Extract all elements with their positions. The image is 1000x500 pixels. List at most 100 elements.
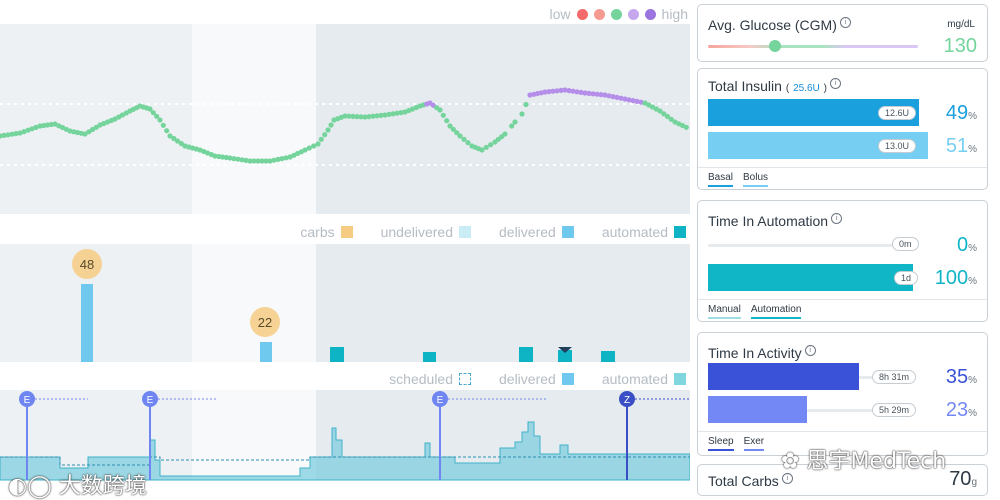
bolus-percent: 51% <box>945 135 977 157</box>
legend-low-label: low <box>549 6 571 22</box>
bolus-units-pill: 13.0U <box>878 139 917 153</box>
cgm-dot <box>37 123 43 129</box>
cgm-dot <box>306 145 312 151</box>
tab-basal[interactable]: Basal <box>708 172 734 187</box>
legend-basal-delivered-label: delivered <box>499 371 556 387</box>
cgm-dot <box>483 144 489 150</box>
cgm-dot <box>243 157 249 163</box>
cgm-dot <box>454 130 460 136</box>
cgm-dot <box>447 123 453 129</box>
total-insulin-units: 25.6U <box>793 83 820 94</box>
cgm-dot <box>239 157 245 163</box>
cgm-dot <box>29 126 35 132</box>
event-marker[interactable] <box>19 391 35 407</box>
manual-percent-value: 0 <box>956 234 969 256</box>
cgm-dot <box>610 94 616 100</box>
automated-bolus <box>423 352 436 362</box>
automated-bolus <box>558 350 572 362</box>
automation-bar <box>708 264 913 291</box>
exercise-percent: 23% <box>945 399 977 421</box>
automation-duration-pill: 1d <box>894 271 919 285</box>
cgm-dot <box>450 126 456 132</box>
cgm-dot <box>82 131 88 137</box>
cgm-dot <box>626 97 632 103</box>
cgm-dot <box>558 87 564 93</box>
event-marker[interactable] <box>432 391 448 407</box>
avg-glucose-card[interactable]: Avg. Glucose (CGM) i mg/dL 130 <box>697 4 988 62</box>
cgm-dot <box>350 113 356 119</box>
total-insulin-card[interactable]: Total Insulin ( 25.6U ) i 12.6U 49% 13.0U… <box>697 68 988 190</box>
legend-carbs-label: carbs <box>300 224 335 240</box>
bolus-legend: carbs undelivered delivered automated <box>290 222 688 242</box>
cgm-dot <box>275 156 281 162</box>
total-insulin-title: Total Insulin <box>708 78 782 94</box>
basal-scheduled-line <box>0 456 690 466</box>
tab-automation[interactable]: Automation <box>750 304 802 319</box>
carb-markers: 48 22 <box>72 249 280 337</box>
info-icon[interactable]: i <box>804 345 816 356</box>
event-marker[interactable] <box>619 391 635 407</box>
watermark-right: ✿ 思宇MedTech <box>781 443 946 475</box>
glucose-range-bar <box>708 45 918 48</box>
tab-bolus[interactable]: Bolus <box>743 172 769 187</box>
event-marker[interactable] <box>142 391 158 407</box>
cgm-dot <box>488 142 494 148</box>
cgm-dot <box>147 106 153 112</box>
cgm-dot <box>89 126 96 133</box>
cgm-dot <box>390 111 396 117</box>
info-icon[interactable]: i <box>839 17 851 28</box>
cgm-dot <box>212 153 218 159</box>
cgm-dot <box>437 107 443 113</box>
cgm-bolus-basal-chart: 48 22 E E E Z <box>0 24 690 481</box>
glucose-indicator <box>769 40 782 52</box>
cgm-dot <box>267 158 273 164</box>
time-in-automation-card[interactable]: Time In Automation i 0m 0% 1d 100% Manual… <box>697 200 988 322</box>
automated-bolus <box>330 347 344 362</box>
cgm-dot <box>251 158 257 164</box>
bolus-bars <box>81 284 615 362</box>
cgm-dot <box>259 158 265 164</box>
cgm-dot <box>235 156 241 162</box>
tab-manual[interactable]: Manual <box>708 304 741 319</box>
info-icon[interactable]: i <box>781 473 793 484</box>
cgm-dot <box>634 98 640 104</box>
cgm-dot <box>554 88 560 94</box>
cgm-dot <box>578 89 584 95</box>
cgm-dot <box>279 156 285 162</box>
event-letter: E <box>147 395 154 406</box>
total-carbs-unit: g <box>971 477 977 488</box>
info-icon[interactable]: i <box>829 78 841 89</box>
glucose-legend: low high <box>550 4 688 24</box>
cgm-dot <box>523 101 529 108</box>
tab-sleep[interactable]: Sleep <box>708 436 734 451</box>
cgm-dot <box>157 117 163 123</box>
cgm-dot <box>630 98 636 104</box>
cgm-readings <box>0 87 689 164</box>
legend-dot-very-low <box>576 8 588 20</box>
sleep-duration-pill: 8h 31m <box>872 370 917 384</box>
cgm-dot <box>465 140 471 146</box>
sleep-bar <box>708 363 859 390</box>
cgm-dot <box>271 157 277 163</box>
cgm-dot <box>461 136 467 142</box>
info-icon[interactable]: i <box>831 213 843 224</box>
cgm-dot <box>509 123 515 129</box>
total-carbs-card[interactable]: Total Carbs i 70g <box>697 464 988 496</box>
event-markers: E E E Z <box>19 391 690 480</box>
cgm-dot <box>354 114 360 120</box>
manual-track <box>708 244 913 247</box>
cgm-dot <box>328 122 334 128</box>
cgm-dot <box>370 113 376 119</box>
cgm-dot <box>247 158 253 164</box>
time-in-activity-card[interactable]: Time In Activity i 8h 31m 35% 5h 29m 23% … <box>697 332 988 456</box>
bolus-interrupted-marker <box>558 347 572 353</box>
cgm-dot <box>325 127 331 133</box>
cgm-dot <box>614 94 620 100</box>
cgm-dot <box>382 112 388 118</box>
cgm-dot <box>457 133 463 139</box>
legend-high-label: high <box>661 6 688 22</box>
cgm-dot <box>512 119 518 125</box>
automation-percent-value: 100 <box>934 267 969 289</box>
avg-glucose-value: 130 <box>943 35 977 57</box>
tab-exercise[interactable]: Exer <box>743 436 765 451</box>
